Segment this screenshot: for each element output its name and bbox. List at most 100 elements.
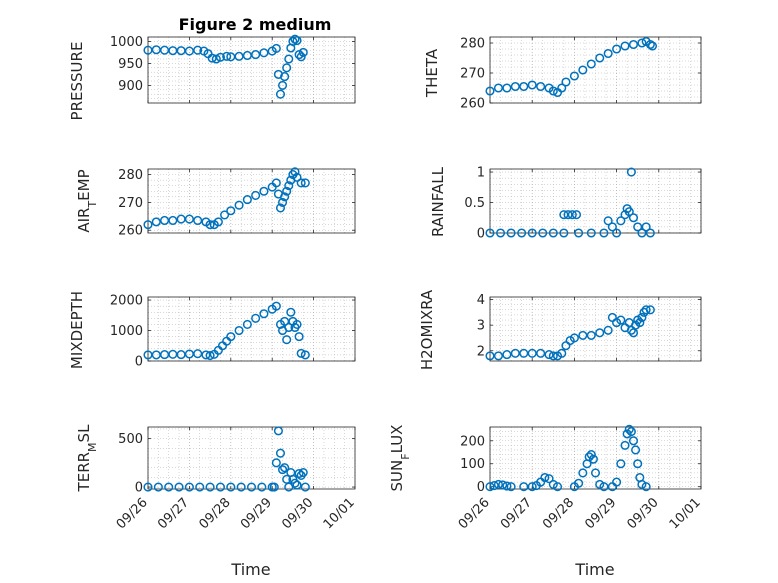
pressure-data-point: [215, 52, 225, 62]
h2omixra-data-point: [603, 325, 613, 335]
terr-msl-data-point: [153, 482, 163, 492]
terr-msl-data-point: [280, 463, 290, 473]
ylabel-mixdepth: MIXDEPTH: [68, 291, 86, 369]
h2omixra-data-point: [536, 348, 546, 358]
theta-data-point: [493, 83, 503, 93]
h2omixra-data-point: [510, 348, 520, 358]
sun-flux-xtick-label: 09/27: [498, 495, 535, 532]
sun-flux-data-point: [631, 445, 641, 455]
pressure-data-point: [288, 36, 298, 46]
terr-msl-data-point: [269, 482, 279, 492]
mixdepth-data-point: [234, 325, 244, 336]
h2omixra-data-point: [595, 328, 605, 338]
air-temp-data-point: [280, 192, 290, 202]
sun-flux-data-point: [626, 427, 636, 437]
air-temp-data-point: [275, 203, 286, 213]
mixdepth-data-point: [242, 319, 252, 329]
h2omixra-data-point: [485, 351, 495, 361]
h2omixra-data-point: [578, 330, 588, 340]
pressure-data-point: [259, 48, 269, 58]
air-temp-data-point: [213, 217, 223, 227]
xlabel-right: Time: [574, 560, 614, 579]
mixdepth-data-point: [259, 309, 269, 319]
air-temp-data-point: [271, 178, 281, 188]
terr-msl-data-point: [292, 480, 302, 490]
h2omixra-data-point: [635, 318, 645, 328]
ylabel-rainfall: RAINFALL: [429, 166, 447, 237]
sun-flux-data-point: [485, 482, 495, 492]
air-temp-data-point: [296, 178, 306, 188]
sun-flux-data-point: [599, 482, 609, 492]
h2omixra-ytick-label: 2: [477, 344, 485, 359]
sun-flux-data-point: [552, 482, 563, 492]
terr-msl-data-point: [294, 468, 304, 479]
sun-flux-data-point: [620, 440, 630, 450]
sun-flux-data-point: [590, 468, 601, 478]
h2omixra-data-point: [569, 333, 579, 343]
rainfall-ytick-label: 0.5: [464, 196, 485, 211]
sun-flux-xtick-label: 10/01: [667, 495, 704, 532]
theta-data-point: [612, 44, 622, 54]
h2omixra-data-point: [493, 351, 503, 361]
panel-terr-msl: TERRMSL 0 500 09/26 09/27 09/28 09/29 09/30 10/…: [75, 424, 358, 532]
sun-flux-xtick-label: 09/29: [582, 495, 619, 532]
theta-data-point: [510, 81, 520, 92]
air-temp-data-point: [226, 206, 236, 216]
pressure-data-point: [242, 50, 252, 61]
rainfall-data-point: [628, 213, 639, 223]
mixdepth-data-point: [193, 349, 203, 359]
sun-flux-ytick-label: 200: [460, 434, 485, 449]
terr-msl-xtick-label: 10/01: [321, 495, 358, 532]
terr-msl-xtick-label: 09/29: [238, 495, 275, 532]
rainfall-data-point: [626, 167, 636, 177]
terr-msl-xtick-label: 09/27: [155, 495, 192, 532]
panel-air-temp: AIRTEMP 260 270 280: [75, 167, 356, 239]
h2omixra-ytick-label: 4: [477, 293, 485, 308]
air-temp-data-point: [168, 215, 178, 226]
xlabel-left: Time: [230, 560, 270, 579]
rainfall-data-point: [563, 210, 573, 220]
sun-flux-data-point: [540, 472, 550, 483]
panel-pressure: PRESSURE 900 950 1000: [68, 34, 356, 120]
mixdepth-data-point: [205, 350, 215, 361]
terr-msl-data-point: [215, 482, 225, 492]
air-temp-data-point: [234, 200, 244, 210]
terr-msl-data-point: [278, 465, 288, 475]
panel-theta: THETA 260 270 280: [423, 37, 702, 112]
sun-flux-xtick-label: 09/30: [625, 495, 662, 532]
terr-msl-data-point: [271, 458, 281, 468]
mixdepth-data-point: [300, 350, 310, 360]
air-temp-data-point: [284, 181, 294, 191]
theta-ytick-label: 280: [460, 37, 485, 52]
sun-flux-data-point: [578, 468, 588, 478]
sun-flux-xtick-label: 09/26: [456, 495, 493, 532]
rainfall-data-point: [574, 228, 584, 238]
sun-flux-data-point: [616, 459, 626, 469]
sun-flux-data-point: [527, 482, 537, 492]
sun-flux-data-point: [588, 454, 598, 464]
pressure-data-point: [280, 72, 290, 82]
rainfall-data-point: [506, 228, 516, 238]
sun-flux-data-point: [519, 482, 529, 492]
ylabel-theta: THETA: [423, 48, 441, 98]
air-temp-data-point: [242, 195, 252, 205]
terr-msl-data-point: [195, 482, 205, 492]
theta-data-point: [620, 41, 630, 51]
terr-msl-data-point: [257, 482, 267, 492]
h2omixra-data-point: [527, 348, 537, 358]
theta-ytick-label: 270: [460, 67, 485, 82]
rainfall-data-point: [567, 210, 577, 220]
terr-msl-data-point: [184, 482, 194, 492]
rainfall-data-point: [637, 228, 647, 238]
mixdepth-data-point: [286, 307, 296, 317]
sun-flux-data-point: [586, 450, 596, 460]
terr-msl-data-point: [246, 482, 257, 492]
pressure-data-point: [271, 43, 281, 53]
terr-msl-data-point: [236, 482, 246, 492]
rainfall-data-point: [586, 228, 596, 238]
theta-ytick-label: 260: [460, 97, 485, 112]
panel-rainfall: RAINFALL 0 0.5 1: [429, 166, 702, 242]
air-temp-data-point: [184, 214, 194, 224]
theta-data-point: [519, 81, 529, 92]
mixdepth-axes-box: [147, 296, 356, 362]
